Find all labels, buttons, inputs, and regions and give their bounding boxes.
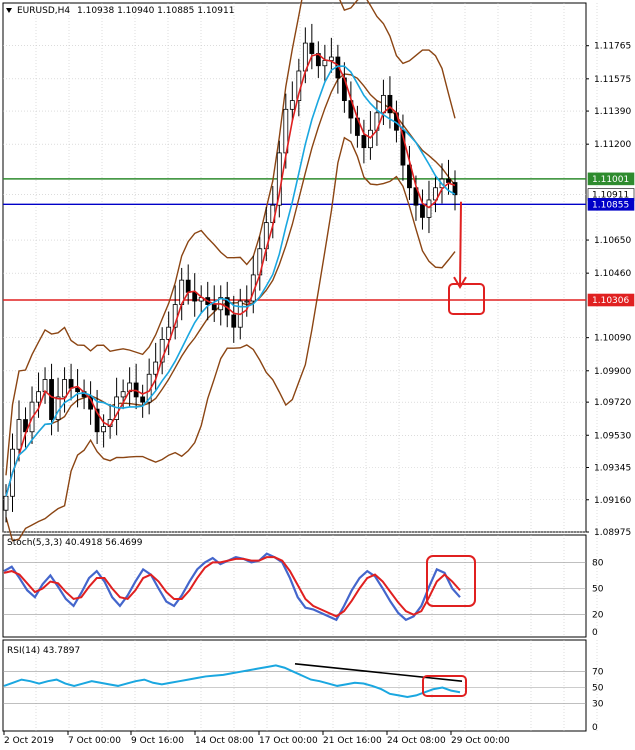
rsi-line — [3, 664, 461, 698]
stoch-title: Stoch(5,3,3) 40.4918 56.4699 — [7, 538, 143, 548]
x-tick-label: 7 Oct 00:00 — [68, 736, 121, 746]
x-tick-label: 9 Oct 16:00 — [131, 736, 184, 746]
rsi-level-label: 30 — [592, 699, 604, 709]
bollinger-upper — [5, 0, 456, 476]
candle — [289, 100, 295, 110]
candle — [140, 396, 146, 403]
candle — [36, 391, 41, 403]
y-tick-label: 1.10650 — [594, 236, 631, 246]
candle — [231, 314, 237, 328]
x-tick-label: 29 Oct 00:00 — [451, 736, 510, 746]
symbol-title: EURUSD,H4 — [17, 6, 70, 16]
candle — [368, 129, 373, 149]
stoch-signal-line — [3, 556, 461, 618]
candle — [244, 300, 250, 303]
annotations — [448, 201, 485, 316]
candle — [407, 164, 412, 189]
stoch-level-label: 80 — [592, 558, 604, 568]
rsi-pane-frame — [2, 639, 587, 732]
stoch-level-label: 0 — [592, 628, 598, 638]
moving-averages — [5, 53, 456, 497]
y-tick-label: 1.09530 — [594, 431, 631, 441]
y-tick-label: 1.11575 — [594, 75, 631, 85]
candle — [446, 178, 451, 183]
candle — [426, 199, 432, 218]
y-tick-label: 1.11200 — [594, 140, 631, 150]
candle — [75, 387, 80, 393]
level-tag-support — [587, 198, 635, 211]
x-tick-label: 2 Oct 2019 — [4, 736, 54, 746]
rsi-level-label: 50 — [592, 684, 604, 694]
level-label-current: 1.10911 — [592, 191, 629, 201]
candle — [322, 60, 328, 67]
y-tick-label: 1.10090 — [594, 334, 631, 344]
x-tick-label: 21 Oct 16:00 — [323, 736, 382, 746]
price-axis: 1.11765 1.11575 1.11390 1.11200 1.10650 1.104… — [586, 42, 635, 538]
candle — [309, 42, 315, 54]
stochastic-oscillator: 80 50 20 0 — [3, 552, 604, 638]
candle — [381, 94, 386, 114]
stoch-level-label: 20 — [592, 611, 604, 621]
ohlc-title: 1.10938 1.10940 1.10885 1.10911 — [77, 6, 234, 16]
candle — [42, 379, 48, 393]
level-label-support: 1.10855 — [592, 200, 629, 210]
x-tick-label: 24 Oct 08:00 — [387, 736, 446, 746]
y-tick-label: 1.10460 — [594, 269, 631, 279]
target-arrowhead — [453, 276, 467, 290]
candle — [101, 426, 107, 433]
stoch-level-label: 50 — [592, 585, 604, 595]
stoch-pane-frame — [2, 534, 587, 638]
rsi-level-label: 0 — [592, 723, 598, 733]
candle — [387, 94, 393, 114]
candle — [62, 379, 67, 398]
price-levels — [3, 178, 586, 301]
y-tick-label: 1.11390 — [594, 107, 631, 117]
candle — [3, 495, 9, 511]
level-label-resistance: 1.11001 — [592, 175, 629, 185]
level-label-target: 1.10306 — [592, 296, 629, 306]
bollinger-lower — [5, 136, 456, 542]
candle — [452, 182, 458, 196]
y-tick-label: 1.11765 — [594, 42, 631, 52]
candle — [185, 279, 191, 293]
rsi-level-label: 70 — [592, 668, 604, 678]
rsi-indicator: 70 50 30 0 — [3, 663, 604, 733]
level-tag-resistance — [587, 172, 635, 186]
candle — [153, 361, 159, 375]
candle — [120, 391, 126, 398]
y-tick-label: 1.09720 — [594, 398, 631, 408]
y-tick-label: 1.08975 — [594, 528, 631, 538]
y-tick-label: 1.09345 — [594, 464, 631, 474]
candle — [68, 379, 74, 389]
candle — [420, 204, 425, 218]
candle — [16, 419, 22, 450]
rsi-title: RSI(14) 43.7897 — [7, 646, 80, 656]
candle — [166, 326, 172, 340]
candle — [211, 304, 217, 311]
candle — [94, 408, 100, 433]
time-axis: 2 Oct 2019 7 Oct 00:00 9 Oct 16:00 14 Oct 0… — [3, 731, 510, 746]
rsi-trendline — [294, 663, 463, 682]
stoch-highlight-box — [426, 555, 476, 607]
candle — [192, 291, 198, 302]
candle — [159, 338, 165, 363]
rsi-highlight-box — [422, 675, 467, 697]
candle — [49, 379, 54, 420]
triangle-down-icon[interactable] — [6, 8, 12, 13]
y-tick-label: 1.09160 — [594, 496, 631, 506]
x-tick-label: 14 Oct 08:00 — [195, 736, 254, 746]
x-tick-label: 17 Oct 00:00 — [259, 736, 318, 746]
y-tick-label: 1.09900 — [594, 367, 631, 377]
candle — [400, 129, 406, 166]
candle — [361, 135, 367, 149]
candle — [328, 56, 334, 61]
target-arrow — [459, 201, 462, 288]
ma-fast-line — [5, 53, 456, 497]
level-tag-target — [587, 293, 635, 307]
target-box — [448, 283, 485, 316]
ma-slow-line — [5, 65, 456, 497]
